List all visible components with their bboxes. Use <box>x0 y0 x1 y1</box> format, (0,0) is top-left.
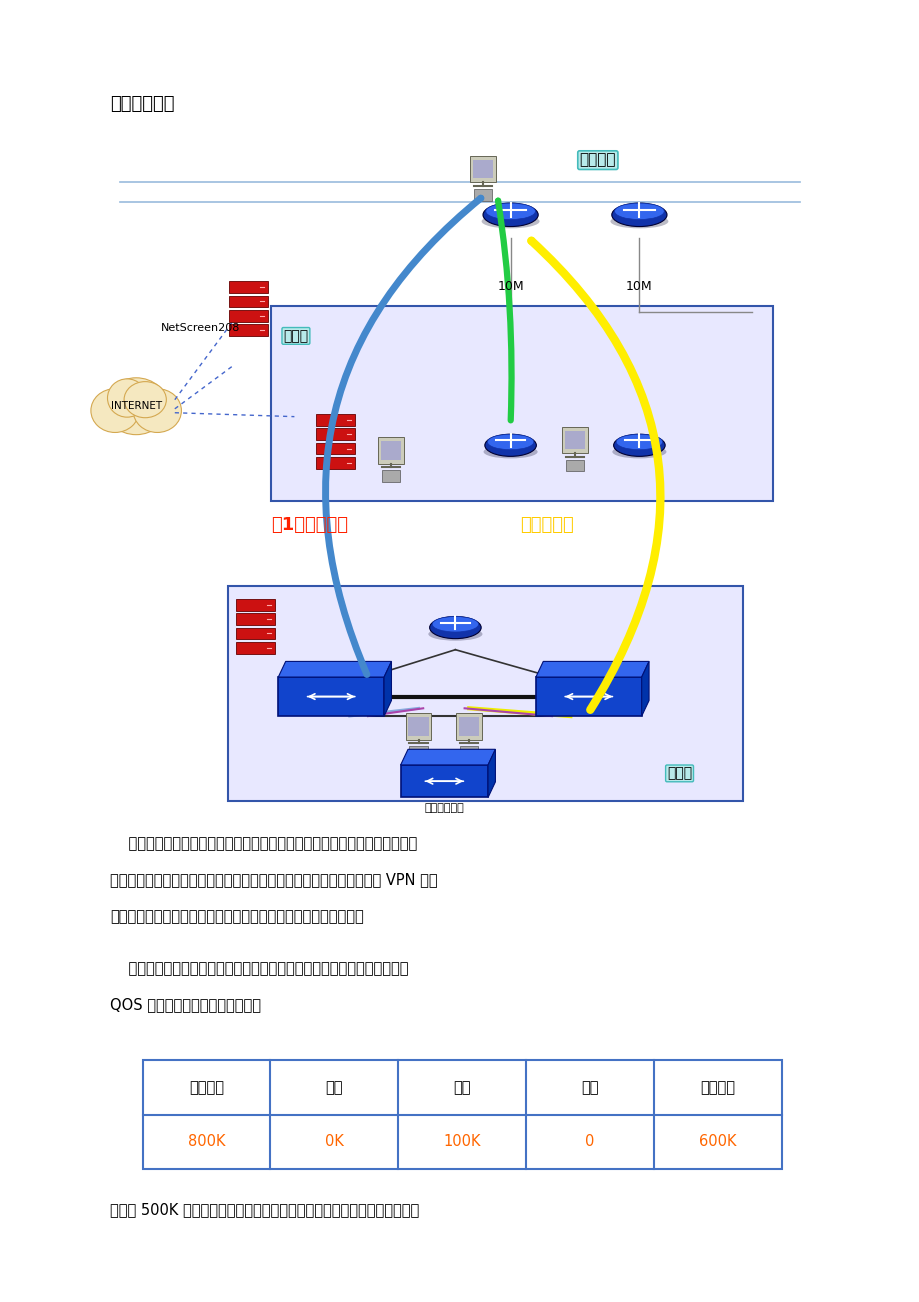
Ellipse shape <box>108 379 146 417</box>
Bar <box>565 460 584 471</box>
Text: 通，故需要申请从上证通到期货公司的线路。期货交易的备份线路使用 VPN 进行: 通，故需要申请从上证通到期货公司的线路。期货交易的备份线路使用 VPN 进行 <box>110 872 437 888</box>
Ellipse shape <box>133 389 181 432</box>
Bar <box>271 306 772 501</box>
Bar <box>316 443 355 454</box>
Bar <box>409 746 427 758</box>
Text: 办公: 办公 <box>325 1079 343 1095</box>
FancyArrowPatch shape <box>497 201 511 421</box>
Text: 三、网络结构: 三、网络结构 <box>110 95 175 113</box>
Ellipse shape <box>614 203 664 220</box>
Text: 800K: 800K <box>187 1134 225 1150</box>
Ellipse shape <box>611 203 666 227</box>
Text: 10M: 10M <box>626 280 652 293</box>
Text: 600K: 600K <box>698 1134 736 1150</box>
Bar <box>378 437 403 464</box>
Ellipse shape <box>124 381 166 418</box>
Bar <box>316 428 355 440</box>
Bar <box>408 717 428 736</box>
Bar <box>380 441 401 460</box>
Ellipse shape <box>482 215 539 228</box>
Ellipse shape <box>613 435 664 457</box>
Text: 第1备交易线路: 第1备交易线路 <box>271 516 348 534</box>
Bar <box>229 310 267 322</box>
Text: 营业部: 营业部 <box>666 767 691 780</box>
Ellipse shape <box>482 203 538 227</box>
Bar <box>473 189 492 201</box>
Polygon shape <box>536 661 649 677</box>
Ellipse shape <box>432 616 478 631</box>
Text: 0K: 0K <box>324 1134 344 1150</box>
FancyArrowPatch shape <box>531 241 660 710</box>
Ellipse shape <box>484 435 536 457</box>
Text: INTERNET: INTERNET <box>110 401 162 411</box>
Bar <box>456 713 482 740</box>
Text: NetScreen208: NetScreen208 <box>161 323 240 333</box>
Bar <box>229 296 267 307</box>
Text: 余下的 500K 留给后续其他业务使用，或用做现有业务拥塞情况进行调整。: 余下的 500K 留给后续其他业务使用，或用做现有业务拥塞情况进行调整。 <box>110 1202 419 1217</box>
Text: 财务: 财务 <box>453 1079 471 1095</box>
Bar <box>562 427 587 453</box>
Bar <box>278 677 384 716</box>
Bar <box>459 717 479 736</box>
Bar <box>460 746 478 758</box>
Bar <box>236 599 275 611</box>
Ellipse shape <box>483 445 537 458</box>
Text: 100K: 100K <box>443 1134 481 1150</box>
Polygon shape <box>384 661 391 716</box>
Text: 一般情况下，公司的财务数据均使用备份线路，所以需要对灾备线路进行: 一般情况下，公司的财务数据均使用备份线路，所以需要对灾备线路进行 <box>110 961 408 976</box>
Bar <box>316 414 355 426</box>
Bar <box>405 713 431 740</box>
Text: 期货业务: 期货业务 <box>699 1079 735 1095</box>
FancyArrowPatch shape <box>325 198 481 674</box>
Polygon shape <box>487 749 494 797</box>
Polygon shape <box>641 661 649 716</box>
Bar <box>236 613 275 625</box>
Text: 期货交易的主线路使用证券集中交易的备份线路，备份线路的汇聚点在上证: 期货交易的主线路使用证券集中交易的备份线路，备份线路的汇聚点在上证 <box>110 836 417 852</box>
Bar <box>401 764 488 797</box>
Text: 上证通: 上证通 <box>283 329 308 342</box>
Bar <box>470 156 495 182</box>
Bar <box>381 470 400 482</box>
Text: 0: 0 <box>584 1134 595 1150</box>
Text: 期货公司: 期货公司 <box>579 152 616 168</box>
Text: 备份。备份线路对期货系统透明，网络切换是系统无需重新配置。: 备份。备份线路对期货系统透明，网络切换是系统无需重新配置。 <box>110 909 364 924</box>
Text: 主交易线路: 主交易线路 <box>519 516 573 534</box>
Ellipse shape <box>485 203 535 220</box>
Ellipse shape <box>105 378 167 435</box>
Polygon shape <box>401 749 494 764</box>
Ellipse shape <box>428 628 482 641</box>
Bar <box>472 160 493 178</box>
Bar <box>229 281 267 293</box>
Text: 10M: 10M <box>497 280 523 293</box>
Text: 外网: 外网 <box>581 1079 598 1095</box>
Bar <box>228 586 743 801</box>
Ellipse shape <box>487 434 533 449</box>
Bar <box>229 324 267 336</box>
Bar <box>536 677 641 716</box>
Bar <box>142 1060 781 1169</box>
Ellipse shape <box>616 434 662 449</box>
Ellipse shape <box>91 389 139 432</box>
Bar <box>236 642 275 654</box>
Ellipse shape <box>612 445 665 458</box>
Text: 证券业务: 证券业务 <box>188 1079 224 1095</box>
Ellipse shape <box>429 616 481 638</box>
Text: 期货公司: 期货公司 <box>579 152 616 168</box>
Text: QOS 控制，线路控制如下表所示：: QOS 控制，线路控制如下表所示： <box>110 997 261 1013</box>
Bar <box>236 628 275 639</box>
Ellipse shape <box>610 215 667 228</box>
Text: 期货交易系统: 期货交易系统 <box>424 803 464 814</box>
Polygon shape <box>278 661 391 677</box>
Bar <box>316 457 355 469</box>
Bar <box>564 431 584 449</box>
